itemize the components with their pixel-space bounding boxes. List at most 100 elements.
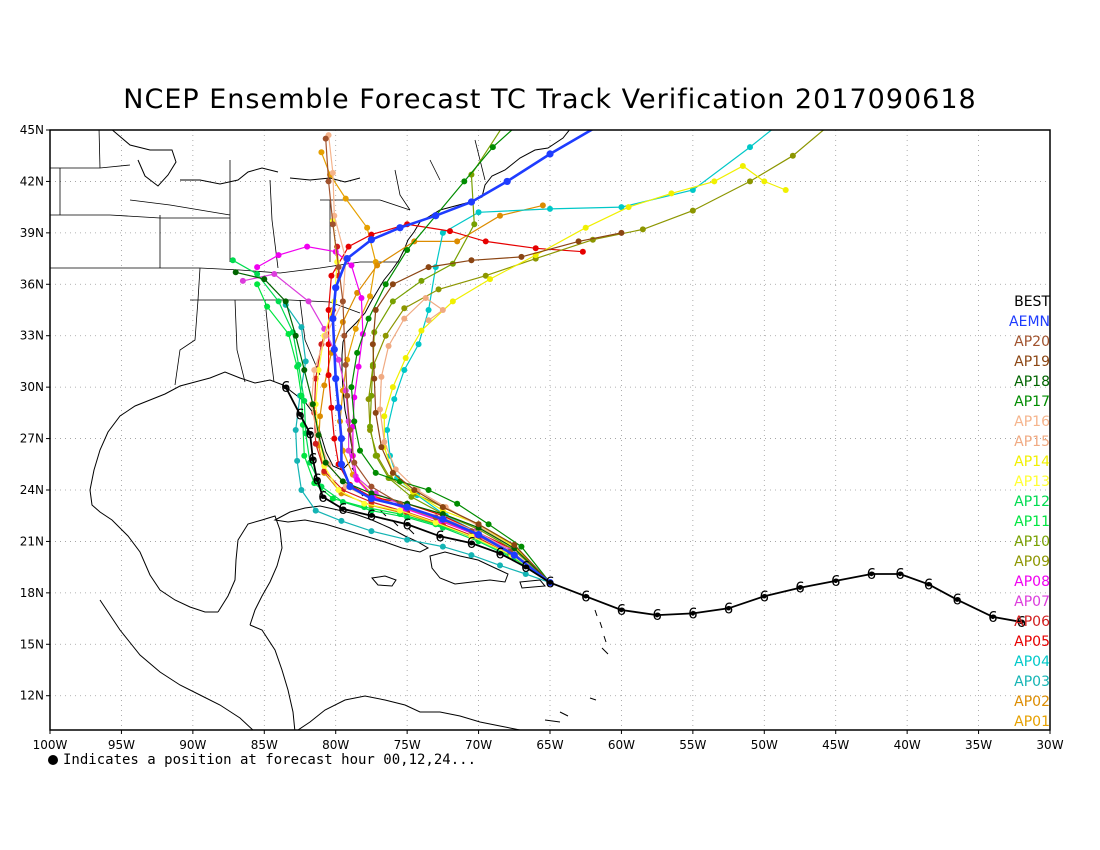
forecast-point [346,482,354,491]
forecast-point [596,121,603,128]
forecast-point [339,298,346,305]
best-track-point [547,580,553,585]
legend-item-ap15: AP15 [1014,434,1050,450]
forecast-point [271,271,278,277]
best-track-point [340,506,346,512]
best-track-point [954,597,960,602]
best-track-point [497,551,503,556]
forecast-point [342,195,349,202]
forecast-point [454,238,461,245]
best-track-point [523,564,528,570]
best-track-point [310,456,316,462]
forecast-point [357,447,363,454]
forecast-point [344,392,351,399]
lat-tick-label: 12N [20,689,44,703]
forecast-point [582,224,589,231]
track-line-ap15 [379,297,551,584]
legend-item-ap12: AP12 [1014,494,1050,510]
great-lakes [111,130,361,187]
legend-item-ap11: AP11 [1014,514,1050,530]
forecast-point [404,247,411,253]
forecast-point [401,315,408,322]
forecast-point [415,341,422,348]
forecast-point [328,404,335,411]
forecast-point [384,427,391,433]
cuba-coastline [273,505,430,553]
lon-tick-label: 90W [179,738,206,752]
legend-item-ap18: AP18 [1014,374,1050,390]
lat-lon-grid [50,130,1050,730]
forecast-point [325,372,332,379]
forecast-point [315,432,322,439]
forecast-point [295,361,302,368]
track-best: 6666666666666666666666666666 [281,378,1026,631]
forecast-point [391,396,398,403]
puerto-rico-coastline [519,579,546,589]
lon-tick-label: 35W [965,738,992,752]
forecast-point [345,447,352,454]
best-track-point [654,612,660,618]
lat-tick-label: 33N [20,329,44,343]
forecast-point [302,358,309,365]
forecast-point [487,276,493,283]
best-track-point [869,571,874,577]
central-america-coastline [249,624,296,730]
legend-item-ap14: AP14 [1014,454,1050,470]
legend-item-ap04: AP04 [1014,654,1050,670]
forecast-point [454,500,461,507]
state-borders [50,130,486,386]
forecast-point [378,373,385,380]
south-america-coastline [297,695,521,730]
forecast-point [389,281,396,288]
forecast-point [328,272,335,279]
forecast-point [294,457,301,464]
forecast-point [389,298,396,305]
forecast-point [403,503,411,511]
forecast-point [341,332,348,339]
forecast-point [408,493,415,500]
lon-tick-label: 70W [465,738,492,752]
forecast-point [339,499,346,505]
forecast-point [354,289,361,296]
forecast-point [475,209,482,216]
forecast-point [425,264,432,271]
forecast-point [411,487,418,493]
forecast-point [367,494,376,503]
legend-item-ap01: AP01 [1014,714,1050,730]
forecast-point [329,169,336,176]
forecast-point [254,264,261,271]
forecast-point [254,281,261,288]
legend-item-ap03: AP03 [1014,674,1050,690]
forecast-point [282,298,289,305]
track-line-aemn [331,130,594,584]
forecast-point [385,343,392,349]
track-line-ap03 [285,304,551,584]
legend-item-aemn: AEMN [1009,314,1050,330]
lat-tick-label: 42N [20,174,44,188]
forecast-point [372,452,379,459]
lon-tick-label: 55W [679,738,706,752]
forecast-point [747,144,753,151]
forecast-point [321,382,328,389]
forecast-point [332,374,340,383]
forecast-point [335,356,342,363]
forecast-point [325,178,332,185]
lat-tick-label: 39N [20,226,44,240]
forecast-point [325,341,332,348]
forecast-point [468,552,475,559]
forecast-point [369,341,376,348]
forecast-point [339,319,346,325]
best-track-point [307,431,313,436]
forecast-point [345,418,352,425]
forecast-point [689,207,696,214]
forecast-point [747,178,753,185]
forecast-point [468,257,475,264]
forecast-point [435,286,442,293]
lat-tick-label: 27N [20,432,44,446]
forecast-point [575,238,582,245]
forecast-point [389,469,396,476]
forecast-point [368,528,375,535]
forecast-point [351,459,358,466]
forecast-point [497,212,503,219]
